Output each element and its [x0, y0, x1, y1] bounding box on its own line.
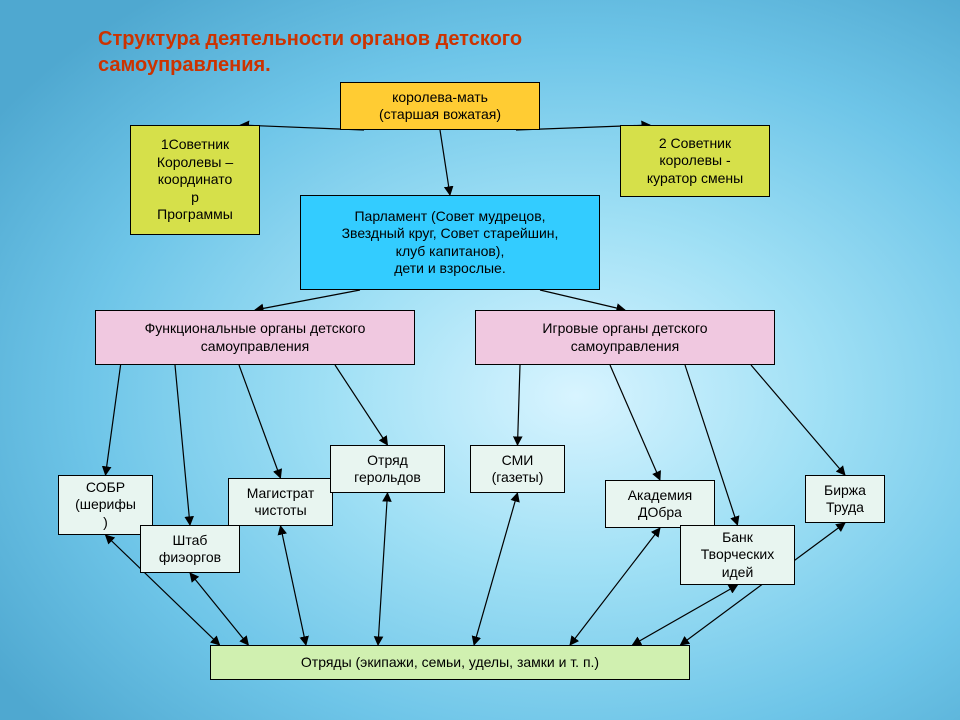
- node-label: Штабфиэоргов: [159, 532, 221, 567]
- node-label: 2 Советниккоролевы -куратор смены: [647, 135, 743, 188]
- node-func: Функциональные органы детскогосамоуправл…: [95, 310, 415, 365]
- diagram-title-line1: Структура деятельности органов детского: [98, 28, 522, 51]
- edge-otryady-magistrat: [281, 526, 307, 645]
- node-smi: СМИ(газеты): [470, 445, 565, 493]
- edge-otryady-shtab: [190, 573, 248, 645]
- diagram-title-line2: самоуправления.: [98, 54, 271, 77]
- node-label: СМИ(газеты): [492, 452, 544, 487]
- node-bank: БанкТворческихидей: [680, 525, 795, 585]
- edge-game-birzha: [751, 365, 845, 475]
- node-label: БиржаТруда: [824, 482, 866, 517]
- edge-game-akad: [610, 365, 660, 480]
- edge-queen-parl: [440, 130, 450, 195]
- edge-game-smi: [518, 365, 521, 445]
- edge-otryady-smi: [474, 493, 518, 645]
- node-otryady: Отряды (экипажи, семьи, уделы, замки и т…: [210, 645, 690, 680]
- node-gerold: Отрядгерольдов: [330, 445, 445, 493]
- node-sobr: СОБР(шерифы): [58, 475, 153, 535]
- node-label: БанкТворческихидей: [701, 529, 775, 582]
- node-adv1: 1СоветникКоролевы –координаторПрограммы: [130, 125, 260, 235]
- node-birzha: БиржаТруда: [805, 475, 885, 523]
- node-label: АкадемияДОбра: [628, 487, 693, 522]
- node-label: королева-мать(старшая вожатая): [379, 89, 501, 124]
- node-shtab: Штабфиэоргов: [140, 525, 240, 573]
- node-queen: королева-мать(старшая вожатая): [340, 82, 540, 130]
- node-label: Отрядгерольдов: [354, 452, 421, 487]
- edge-func-gerold: [335, 365, 388, 445]
- edge-func-shtab: [175, 365, 190, 525]
- node-label: Магистратчистоты: [247, 485, 315, 520]
- diagram-stage: Структура деятельности органов детского …: [0, 0, 960, 720]
- edge-otryady-akad: [570, 528, 660, 645]
- node-magistrat: Магистратчистоты: [228, 478, 333, 526]
- edge-parl-func: [255, 290, 360, 310]
- node-label: СОБР(шерифы): [75, 479, 136, 532]
- node-label: Игровые органы детскогосамоуправления: [542, 320, 707, 355]
- edge-otryady-bank: [632, 585, 737, 645]
- edge-func-sobr: [106, 365, 121, 475]
- edge-parl-game: [540, 290, 625, 310]
- node-parl: Парламент (Совет мудрецов,Звездный круг,…: [300, 195, 600, 290]
- node-adv2: 2 Советниккоролевы -куратор смены: [620, 125, 770, 197]
- node-label: Отряды (экипажи, семьи, уделы, замки и т…: [301, 654, 599, 672]
- node-label: Функциональные органы детскогосамоуправл…: [145, 320, 366, 355]
- edge-func-magistrat: [239, 365, 281, 478]
- edge-otryady-gerold: [378, 493, 388, 645]
- node-label: Парламент (Совет мудрецов,Звездный круг,…: [342, 208, 559, 278]
- node-label: 1СоветникКоролевы –координаторПрограммы: [157, 136, 233, 224]
- node-game: Игровые органы детскогосамоуправления: [475, 310, 775, 365]
- node-akad: АкадемияДОбра: [605, 480, 715, 528]
